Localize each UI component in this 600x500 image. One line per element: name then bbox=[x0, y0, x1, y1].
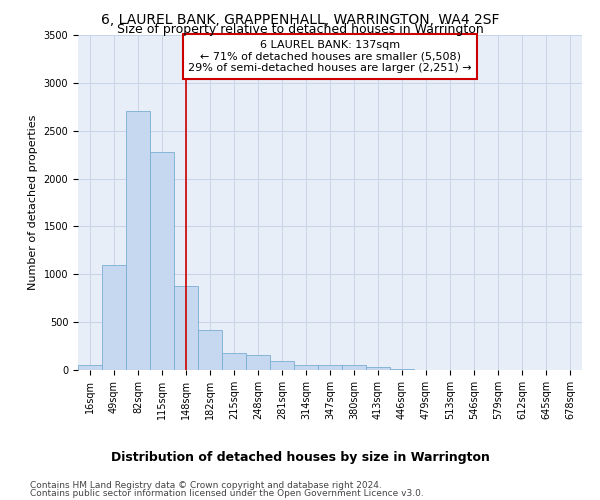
Bar bbox=[150, 152, 174, 370]
Text: 6, LAUREL BANK, GRAPPENHALL, WARRINGTON, WA4 2SF: 6, LAUREL BANK, GRAPPENHALL, WARRINGTON,… bbox=[101, 12, 499, 26]
Bar bbox=[342, 365, 366, 370]
Text: Distribution of detached houses by size in Warrington: Distribution of detached houses by size … bbox=[110, 451, 490, 464]
Bar bbox=[366, 367, 390, 370]
Bar bbox=[246, 354, 270, 370]
Text: Size of property relative to detached houses in Warrington: Size of property relative to detached ho… bbox=[116, 22, 484, 36]
Bar bbox=[318, 365, 342, 370]
Bar bbox=[126, 110, 150, 370]
Y-axis label: Number of detached properties: Number of detached properties bbox=[28, 115, 38, 290]
Text: 6 LAUREL BANK: 137sqm
← 71% of detached houses are smaller (5,508)
29% of semi-d: 6 LAUREL BANK: 137sqm ← 71% of detached … bbox=[188, 40, 472, 73]
Bar bbox=[174, 286, 198, 370]
Text: Contains HM Land Registry data © Crown copyright and database right 2024.: Contains HM Land Registry data © Crown c… bbox=[30, 480, 382, 490]
Text: Contains public sector information licensed under the Open Government Licence v3: Contains public sector information licen… bbox=[30, 490, 424, 498]
Bar bbox=[390, 368, 414, 370]
Bar bbox=[222, 353, 246, 370]
Bar bbox=[294, 364, 318, 370]
Bar bbox=[270, 362, 294, 370]
Bar bbox=[102, 264, 126, 370]
Bar bbox=[78, 365, 102, 370]
Bar bbox=[198, 330, 222, 370]
